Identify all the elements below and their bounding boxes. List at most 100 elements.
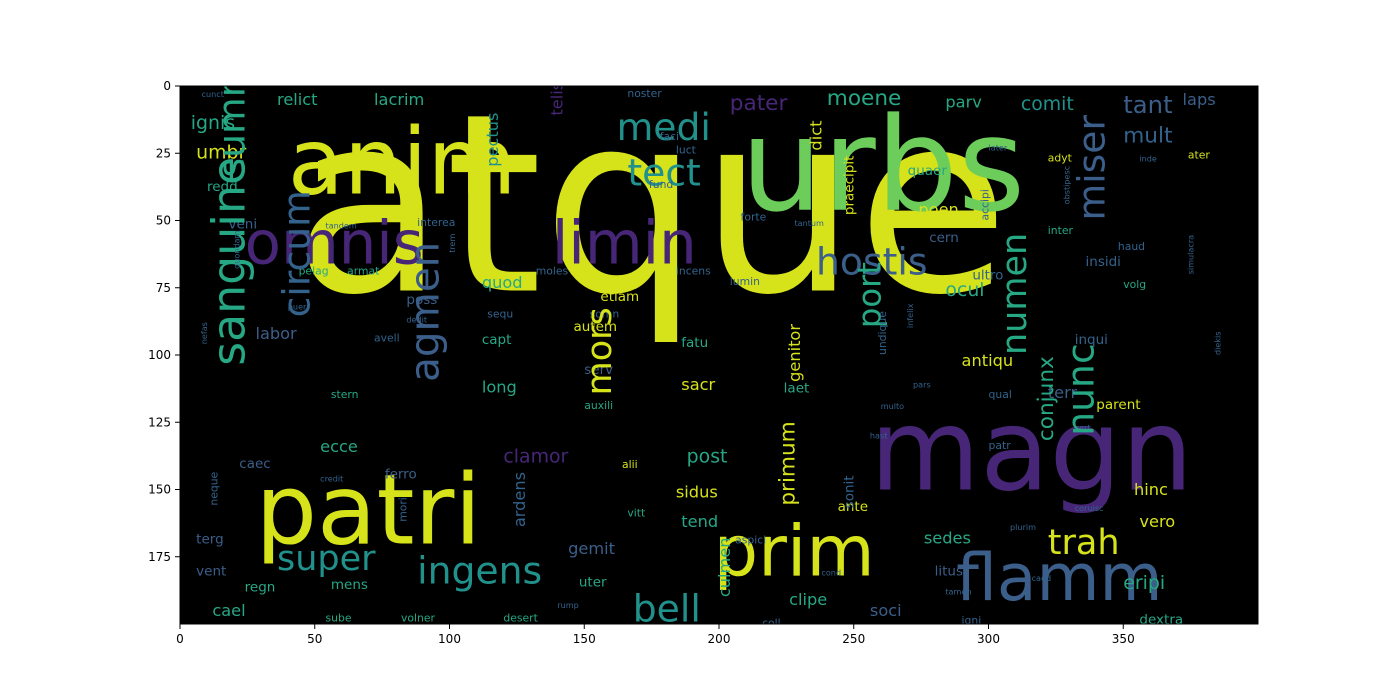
word-credit: credit [320, 473, 343, 483]
word-noster: noster [627, 87, 662, 100]
word-medi: medi [617, 105, 711, 149]
word-cert: cert [1075, 422, 1091, 432]
word-faci: faci [660, 130, 679, 143]
word-simulacra: simulacra [1185, 235, 1195, 274]
word-ecce: ecce [320, 437, 358, 456]
word-numen: numen [995, 233, 1035, 355]
x-axis: 0 50 100 150 200 250 300 350 [176, 624, 1135, 646]
word-sacr: sacr [681, 375, 715, 394]
y-tick-label: 50 [156, 214, 171, 228]
word-sanguine: sanguine [202, 157, 256, 366]
word-accipi: accipi [979, 189, 992, 220]
word-genitor: genitor [785, 324, 804, 382]
word-tantum: tantum [794, 218, 824, 228]
word-veni: veni [229, 217, 258, 233]
word-dict: dict [806, 121, 825, 151]
word-soci: soci [870, 601, 902, 620]
word-diekis: diekis [1212, 331, 1222, 355]
word-patr: patr [989, 439, 1012, 452]
word-laps: laps [1183, 90, 1216, 109]
word-vitt: vitt [627, 506, 645, 519]
word-litus: litus [935, 564, 963, 580]
word-trah: trah [1048, 523, 1120, 563]
word-tandem: tandem [326, 221, 357, 231]
word-anim: anim [288, 109, 517, 216]
word-hast: hast [870, 430, 887, 440]
word-redd: redd [207, 179, 238, 195]
word-mult: mult [1123, 123, 1172, 148]
word-obstipesc: obstipesc [1061, 166, 1071, 205]
x-tick-label: 300 [977, 632, 1000, 646]
word-magn: magn [870, 385, 1193, 517]
word-aspici: aspici [735, 533, 766, 546]
x-tick-label: 200 [708, 632, 731, 646]
x-tick-label: 150 [573, 632, 596, 646]
word-neque: neque [208, 471, 221, 505]
word-clamor: clamor [503, 446, 568, 468]
word-mors: mors [580, 307, 620, 395]
word-mens: mens [331, 577, 368, 593]
word-terr: terr [1048, 383, 1078, 402]
word-desert: desert [503, 611, 537, 624]
word-telis: telis [548, 82, 567, 116]
word-vent: vent [196, 564, 226, 580]
word-cond: cond [821, 568, 841, 578]
x-tick-label: 100 [438, 632, 461, 646]
word-miser: miser [1069, 114, 1113, 220]
word-culmen: culmen [715, 537, 734, 597]
word-inter: inter [1048, 224, 1074, 237]
word-conjunx: conjunx [1034, 356, 1059, 441]
word-ante: ante [838, 499, 868, 515]
x-tick-label: 250 [842, 632, 865, 646]
word-tect: tect [627, 151, 700, 195]
word-multo: multo [881, 401, 904, 411]
word-lacrim: lacrim [374, 90, 424, 109]
y-tick-label: 75 [156, 281, 171, 295]
word-qual: qual [989, 388, 1012, 401]
word-regn: regn [245, 580, 276, 596]
word-poss: poss [406, 292, 437, 308]
word-dedit: dedit [406, 315, 427, 325]
y-axis: 0 25 50 75 100 125 150 175 [148, 79, 180, 564]
word-ignis: ignis [191, 112, 235, 134]
word-circum: circum [274, 190, 318, 317]
word-rump: rump [557, 600, 578, 610]
word-ingens: ingens [417, 549, 542, 593]
y-tick-label: 125 [148, 415, 171, 429]
word-etiam: etiam [600, 289, 639, 305]
word-plurim: plurim [1010, 522, 1036, 532]
word-pectus: pectus [483, 113, 502, 167]
word-summ: summ [210, 61, 254, 178]
word-caed: caed [1032, 573, 1052, 583]
word-auxili: auxili [584, 399, 613, 412]
word-igni: igni [962, 614, 982, 627]
x-tick-label: 0 [176, 632, 184, 646]
word-inde: inde [1139, 153, 1157, 163]
word-ater: ater [1188, 149, 1210, 162]
word-labor: labor [255, 324, 297, 343]
word-nunc: nunc [1059, 343, 1103, 435]
word-ocul: ocul [945, 279, 984, 301]
word-inqui: inqui [1075, 332, 1108, 348]
word-limin: limin [552, 209, 697, 278]
word-cern: cern [929, 230, 959, 246]
word-parent: parent [1096, 397, 1140, 413]
y-tick-label: 150 [148, 483, 171, 497]
word-hinc: hinc [1134, 480, 1168, 499]
word-super: super [277, 539, 376, 579]
word-interea: interea [417, 216, 455, 229]
word-quaer: quaer [908, 163, 948, 179]
word-primum: primum [775, 421, 800, 505]
word-alii: alii [622, 458, 638, 471]
word-moles: moles [536, 264, 569, 277]
word-pelag: pelag [299, 264, 329, 277]
x-tick-label: 350 [1112, 632, 1135, 646]
word-quondam: quondam [231, 230, 241, 268]
y-tick-label: 175 [148, 550, 171, 564]
word-ferro: ferro [385, 467, 417, 483]
word-forte: forte [741, 211, 767, 224]
word-serv: serv [584, 362, 613, 378]
word-quod: quod [482, 273, 523, 292]
word-antiqu: antiqu [962, 351, 1014, 370]
